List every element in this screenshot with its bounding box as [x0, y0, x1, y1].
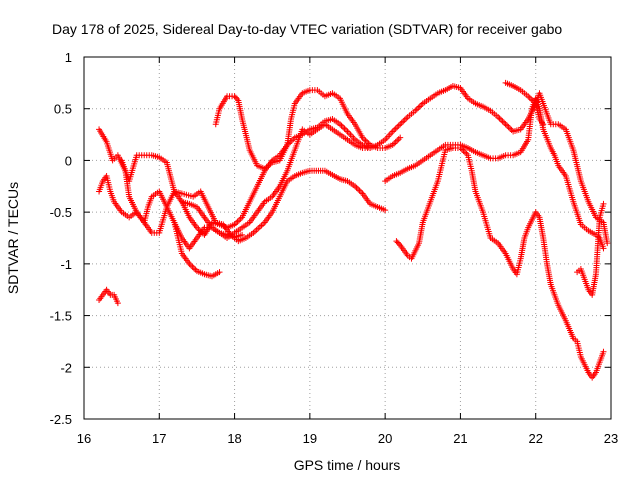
x-axis-label: GPS time / hours	[294, 457, 401, 473]
series-track-k	[574, 200, 607, 298]
x-tick-label: 21	[453, 431, 467, 446]
y-tick-label: 0	[65, 153, 72, 168]
data-point	[508, 127, 515, 134]
y-tick-label: 1	[65, 50, 72, 65]
data-point	[600, 348, 607, 355]
data-point	[498, 116, 505, 123]
data-point	[364, 139, 371, 146]
x-tick-label: 16	[77, 431, 91, 446]
data-point	[413, 106, 420, 113]
data-point	[400, 118, 407, 125]
data-point	[394, 239, 401, 246]
data-point	[395, 122, 402, 129]
data-point	[341, 125, 348, 132]
data-point	[392, 125, 399, 132]
data-point	[526, 94, 533, 101]
data-point	[600, 200, 607, 207]
data-point	[391, 127, 398, 134]
y-tick-label: -1	[60, 257, 72, 272]
x-tick-label: 22	[528, 431, 542, 446]
series-track-f	[171, 219, 246, 252]
data-point	[355, 186, 362, 193]
data-point	[401, 116, 408, 123]
data-point	[114, 300, 121, 307]
data-point	[415, 104, 422, 111]
data-point	[353, 184, 360, 191]
data-point	[395, 136, 402, 143]
data-point	[499, 118, 506, 125]
data-point	[416, 103, 423, 110]
data-point	[403, 115, 410, 122]
data-point	[187, 262, 194, 269]
data-point	[600, 245, 607, 252]
data-point	[232, 94, 239, 101]
y-axis-label: SDTVAR / TECUs	[5, 182, 21, 294]
series-track-c	[96, 286, 121, 307]
x-tick-label: 23	[604, 431, 618, 446]
data-point	[216, 269, 223, 276]
y-tick-label: -2.5	[50, 412, 72, 427]
data-point	[338, 122, 345, 129]
data-point	[528, 96, 535, 103]
data-point	[395, 240, 402, 247]
data-point	[501, 119, 508, 126]
data-point	[382, 207, 389, 214]
data-point	[505, 124, 512, 131]
data-point	[397, 134, 404, 141]
data-point	[356, 187, 363, 194]
data-point	[190, 265, 197, 272]
data-point	[460, 147, 467, 154]
data-point	[234, 218, 241, 225]
data-point	[496, 115, 503, 122]
data-point	[398, 119, 405, 126]
data-point	[392, 139, 399, 146]
data-point	[397, 121, 404, 128]
axis-ticks: 16 17 18 19 20 21 22 23 1 0.5 0 -0.5 -1 -1.5 -2 -2.5	[50, 50, 619, 446]
x-tick-label: 20	[378, 431, 392, 446]
data-point	[393, 238, 400, 245]
y-tick-label: -2	[60, 360, 72, 375]
data-point	[339, 124, 346, 131]
data-point	[394, 124, 401, 131]
data-point	[236, 217, 243, 224]
chart-title: Day 178 of 2025, Sidereal Day-to-day VTE…	[52, 21, 562, 37]
data-point	[234, 96, 241, 103]
data-point	[540, 121, 547, 128]
data-point	[504, 122, 511, 129]
y-tick-label: -1.5	[50, 309, 72, 324]
data-points	[96, 79, 611, 381]
data-point	[239, 231, 246, 238]
series-track-j	[502, 79, 547, 128]
series-track-i	[382, 95, 607, 252]
data-point	[502, 121, 509, 128]
series-track-h	[393, 145, 607, 381]
data-point	[418, 101, 425, 108]
series-track-e	[178, 116, 374, 238]
y-tick-label: -0.5	[50, 205, 72, 220]
plot-frame	[83, 56, 612, 420]
data-point	[358, 189, 365, 196]
data-point	[604, 240, 611, 247]
data-point	[342, 127, 349, 134]
y-tick-label: 0.5	[54, 102, 72, 117]
data-point	[189, 263, 196, 270]
x-tick-label: 17	[152, 431, 166, 446]
data-point	[461, 149, 468, 156]
data-point	[394, 137, 401, 144]
series-track-b	[96, 172, 223, 280]
series-track-g	[212, 87, 404, 172]
series-track-d	[118, 82, 611, 247]
x-tick-label: 19	[303, 431, 317, 446]
data-point	[231, 93, 238, 100]
data-point	[362, 137, 369, 144]
x-tick-label: 18	[227, 431, 241, 446]
